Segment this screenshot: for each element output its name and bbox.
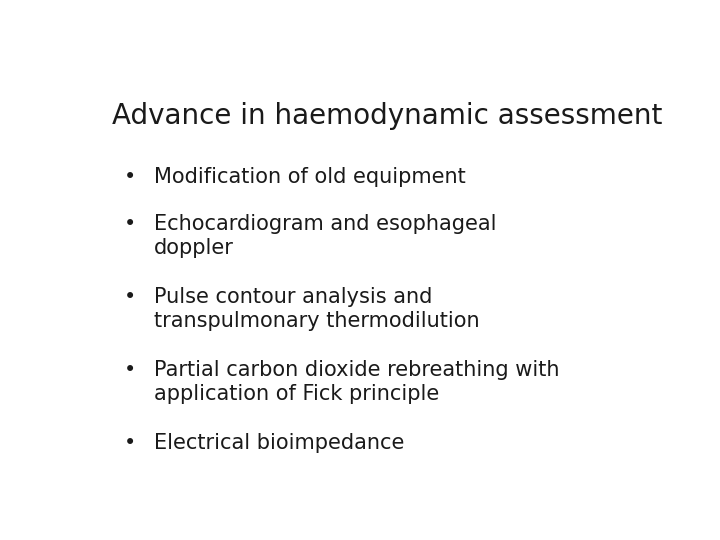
- Text: •: •: [124, 433, 136, 453]
- Text: Advance in haemodynamic assessment: Advance in haemodynamic assessment: [112, 102, 662, 130]
- Text: Modification of old equipment: Modification of old equipment: [154, 167, 466, 187]
- Text: Electrical bioimpedance: Electrical bioimpedance: [154, 433, 405, 453]
- Text: Pulse contour analysis and
transpulmonary thermodilution: Pulse contour analysis and transpulmonar…: [154, 287, 480, 331]
- Text: •: •: [124, 360, 136, 380]
- Text: Echocardiogram and esophageal
doppler: Echocardiogram and esophageal doppler: [154, 214, 497, 259]
- Text: •: •: [124, 214, 136, 234]
- Text: Partial carbon dioxide rebreathing with
application of Fick principle: Partial carbon dioxide rebreathing with …: [154, 360, 559, 404]
- Text: •: •: [124, 287, 136, 307]
- Text: •: •: [124, 167, 136, 187]
